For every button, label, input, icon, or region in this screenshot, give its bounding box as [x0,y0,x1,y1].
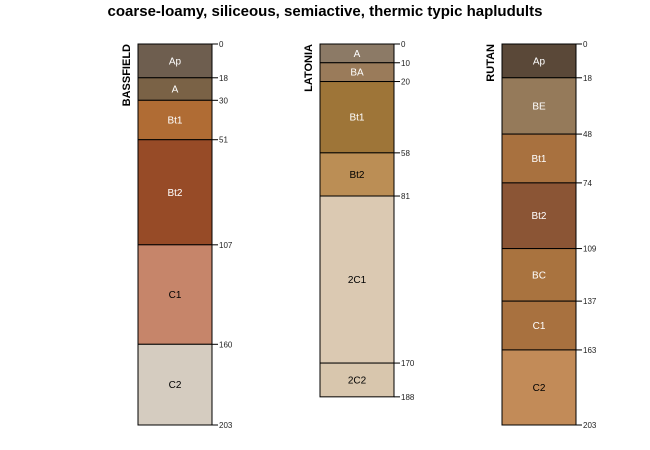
depth-label: 20 [401,78,410,87]
horizon-label: Bt1 [349,113,364,124]
profiles-layer: BASSFIELD Ap 0 18 A 30 Bt1 51 Bt2 107 C1 160 C2 203 LA… [121,40,597,430]
profile-bassfield: BASSFIELD Ap 0 18 A 30 Bt1 51 Bt2 107 C1 160 C2 203 [121,40,233,430]
horizon-label: Bt2 [349,170,364,181]
depth-label: 74 [583,179,592,188]
depth-label: 0 [401,40,406,49]
depth-label: 30 [219,96,228,105]
depth-label: 0 [219,40,224,49]
horizon-c2 [137,343,213,426]
horizon-2c1 [319,195,395,364]
horizon-c1 [501,300,577,351]
horizon-label: Bt2 [531,211,546,222]
horizon-label: A [354,49,361,60]
horizon-bt2 [319,152,395,197]
horizon-2c2 [319,362,395,398]
horizon-label: Bt2 [167,188,182,199]
horizon-label: 2C1 [348,275,367,286]
profile-name: BASSFIELD [121,44,133,106]
depth-label: 163 [583,346,597,355]
depth-label: 188 [401,393,415,402]
horizon-bt1 [501,133,577,184]
horizon-label: A [172,85,179,96]
chart-title: coarse-loamy, siliceous, semiactive, the… [108,3,543,20]
horizon-bt1 [137,99,213,141]
horizon-ap [137,43,213,79]
depth-label: 58 [401,149,410,158]
horizon-label: C2 [533,383,546,394]
horizon-bt2 [137,139,213,246]
profile-name: LATONIA [303,44,315,92]
profile-latonia: LATONIA A 0 10 BA 20 Bt1 58 Bt2 81 2C1 170 2C2 188 [303,40,415,402]
depth-label: 170 [401,359,415,368]
depth-label: 0 [583,40,588,49]
depth-label: 10 [401,59,410,68]
depth-label: 203 [583,421,597,430]
horizon-label: BA [350,68,364,79]
horizon-label: Ap [169,56,182,67]
depth-label: 18 [583,74,592,83]
horizon-label: Bt1 [531,154,546,165]
depth-label: 107 [219,241,233,250]
depth-label: 51 [219,136,228,145]
horizon-bt2 [501,182,577,250]
horizon-label: BE [532,101,546,112]
horizon-label: Ap [533,56,546,67]
depth-label: 48 [583,130,592,139]
horizon-label: C1 [533,321,546,332]
depth-label: 18 [219,74,228,83]
profile-name: RUTAN [485,44,497,82]
horizon-label: C1 [169,290,182,301]
horizon-label: 2C2 [348,375,367,386]
horizon-label: Bt1 [167,116,182,127]
depth-label: 160 [219,340,233,349]
depth-label: 81 [401,192,410,201]
horizon-c1 [137,244,213,345]
horizon-bc [501,248,577,302]
horizon-label: C2 [169,380,182,391]
depth-label: 137 [583,297,597,306]
profile-rutan: RUTAN Ap 0 18 BE 48 Bt1 74 Bt2 109 BC 137 C1 163 C2 203 [485,40,597,430]
depth-label: 109 [583,245,597,254]
depth-label: 203 [219,421,233,430]
horizon-c2 [501,349,577,426]
horizon-label: BC [532,270,546,281]
horizon-ap [501,43,577,79]
